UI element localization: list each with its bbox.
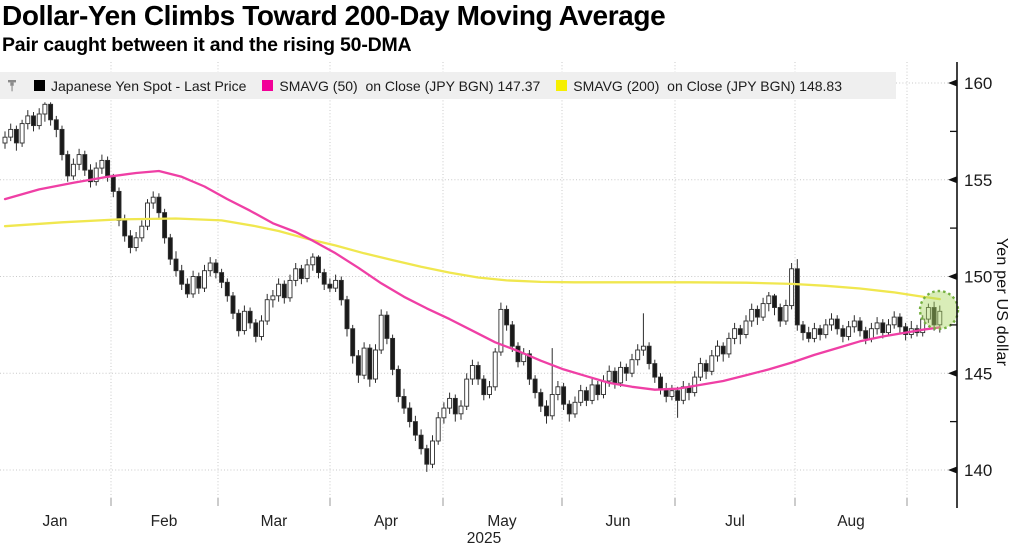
legend-label-smavg50: SMAVG (50) on Close (JPY BGN) 147.37 xyxy=(279,77,541,94)
x-tick-label: Apr xyxy=(374,513,398,530)
legend-label-smavg200: SMAVG (200) on Close (JPY BGN) 148.83 xyxy=(573,77,842,94)
x-tick-label: Feb xyxy=(151,513,178,530)
y-tick-label: 145 xyxy=(964,364,992,383)
x-axis: Jan Feb Mar Apr May Jun Jul Aug xyxy=(43,498,908,530)
legend-swatch-spot xyxy=(34,80,45,91)
legend-item-smavg200[interactable]: SMAVG (200) on Close (JPY BGN) 148.83 xyxy=(556,78,842,94)
y-axis-title: Yen per US dollar xyxy=(993,237,1010,367)
y-tick-label: 140 xyxy=(964,461,992,480)
x-tick-label: May xyxy=(487,513,517,530)
smavg-50-line xyxy=(3,169,941,391)
smavg-200-line xyxy=(3,217,941,301)
y-tick-label: 150 xyxy=(964,268,992,287)
legend-swatch-smavg200 xyxy=(556,80,568,91)
x-tick-label: Aug xyxy=(837,513,865,530)
pin-icon[interactable] xyxy=(6,79,18,93)
x-tick-label: Jun xyxy=(606,513,631,530)
legend-item-smavg50[interactable]: SMAVG (50) on Close (JPY BGN) 147.37 xyxy=(262,78,540,94)
legend-label-spot: Japanese Yen Spot - Last Price xyxy=(51,77,247,94)
candlestick-series xyxy=(2,102,943,472)
y-axis: 160 155 150 145 140 xyxy=(948,62,992,508)
highlight-circle xyxy=(918,289,960,331)
legend-bar: Japanese Yen Spot - Last Price SMAVG (50… xyxy=(0,72,896,99)
y-tick-label: 160 xyxy=(964,74,992,93)
chart-subtitle: Pair caught between it and the rising 50… xyxy=(2,34,412,56)
x-tick-label: Mar xyxy=(261,513,288,530)
x-tick-label: Jul xyxy=(725,513,745,530)
legend-item-spot[interactable]: Japanese Yen Spot - Last Price xyxy=(34,78,246,94)
x-tick-label: Jan xyxy=(43,513,68,530)
y-tick-label: 155 xyxy=(964,171,992,190)
legend-swatch-smavg50 xyxy=(262,80,274,91)
x-axis-year: 2025 xyxy=(466,530,502,547)
chart-title: Dollar-Yen Climbs Toward 200-Day Moving … xyxy=(2,0,666,31)
